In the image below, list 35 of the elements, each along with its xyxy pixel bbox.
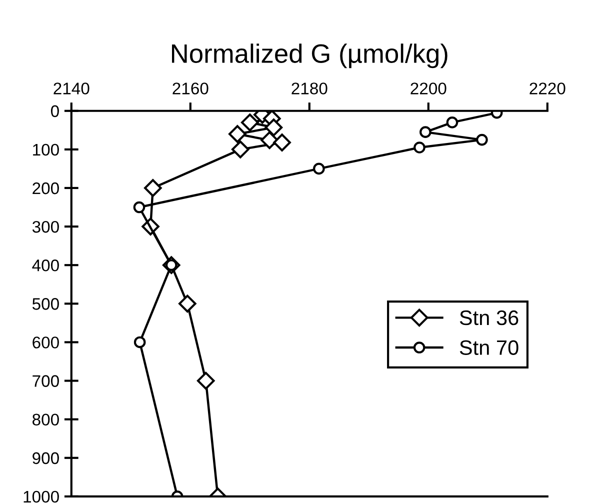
y-tick-label: 0	[50, 105, 59, 118]
point	[134, 336, 146, 348]
y-tick-label: 300	[32, 220, 59, 233]
point	[313, 162, 325, 175]
point	[414, 142, 426, 154]
point	[420, 126, 432, 138]
legend-label: Stn 36	[460, 310, 518, 326]
point	[260, 131, 278, 150]
legend-label: Stn 70	[460, 340, 518, 356]
point	[144, 179, 162, 197]
y-tick-label: 700	[32, 375, 59, 387]
x-tick-label: 2140	[54, 82, 90, 94]
y-tick-label: 1000	[24, 490, 59, 503]
point	[196, 372, 215, 390]
y-tick-label: 800	[32, 414, 59, 426]
point	[231, 140, 250, 158]
point	[446, 116, 458, 128]
y-tick-label: 200	[32, 182, 59, 194]
point	[228, 125, 246, 143]
point	[178, 294, 196, 313]
x-axis-title: Normalized G (µmol/kg)	[172, 44, 448, 68]
x-tick-label: 2160	[172, 82, 208, 94]
y-tick-label: 900	[32, 452, 59, 464]
y-tick-label: 100	[33, 144, 59, 156]
y-tick-label: 600	[32, 336, 59, 348]
point	[273, 134, 291, 152]
y-tick-label: 400	[32, 260, 59, 272]
x-tick-label: 2200	[410, 82, 446, 94]
x-tick-label: 2180	[292, 82, 328, 94]
point	[476, 134, 488, 146]
y-tick-label: 500	[32, 298, 59, 310]
point	[133, 201, 146, 214]
point	[264, 118, 283, 136]
point	[241, 114, 259, 132]
x-tick-label: 2220	[530, 82, 566, 94]
